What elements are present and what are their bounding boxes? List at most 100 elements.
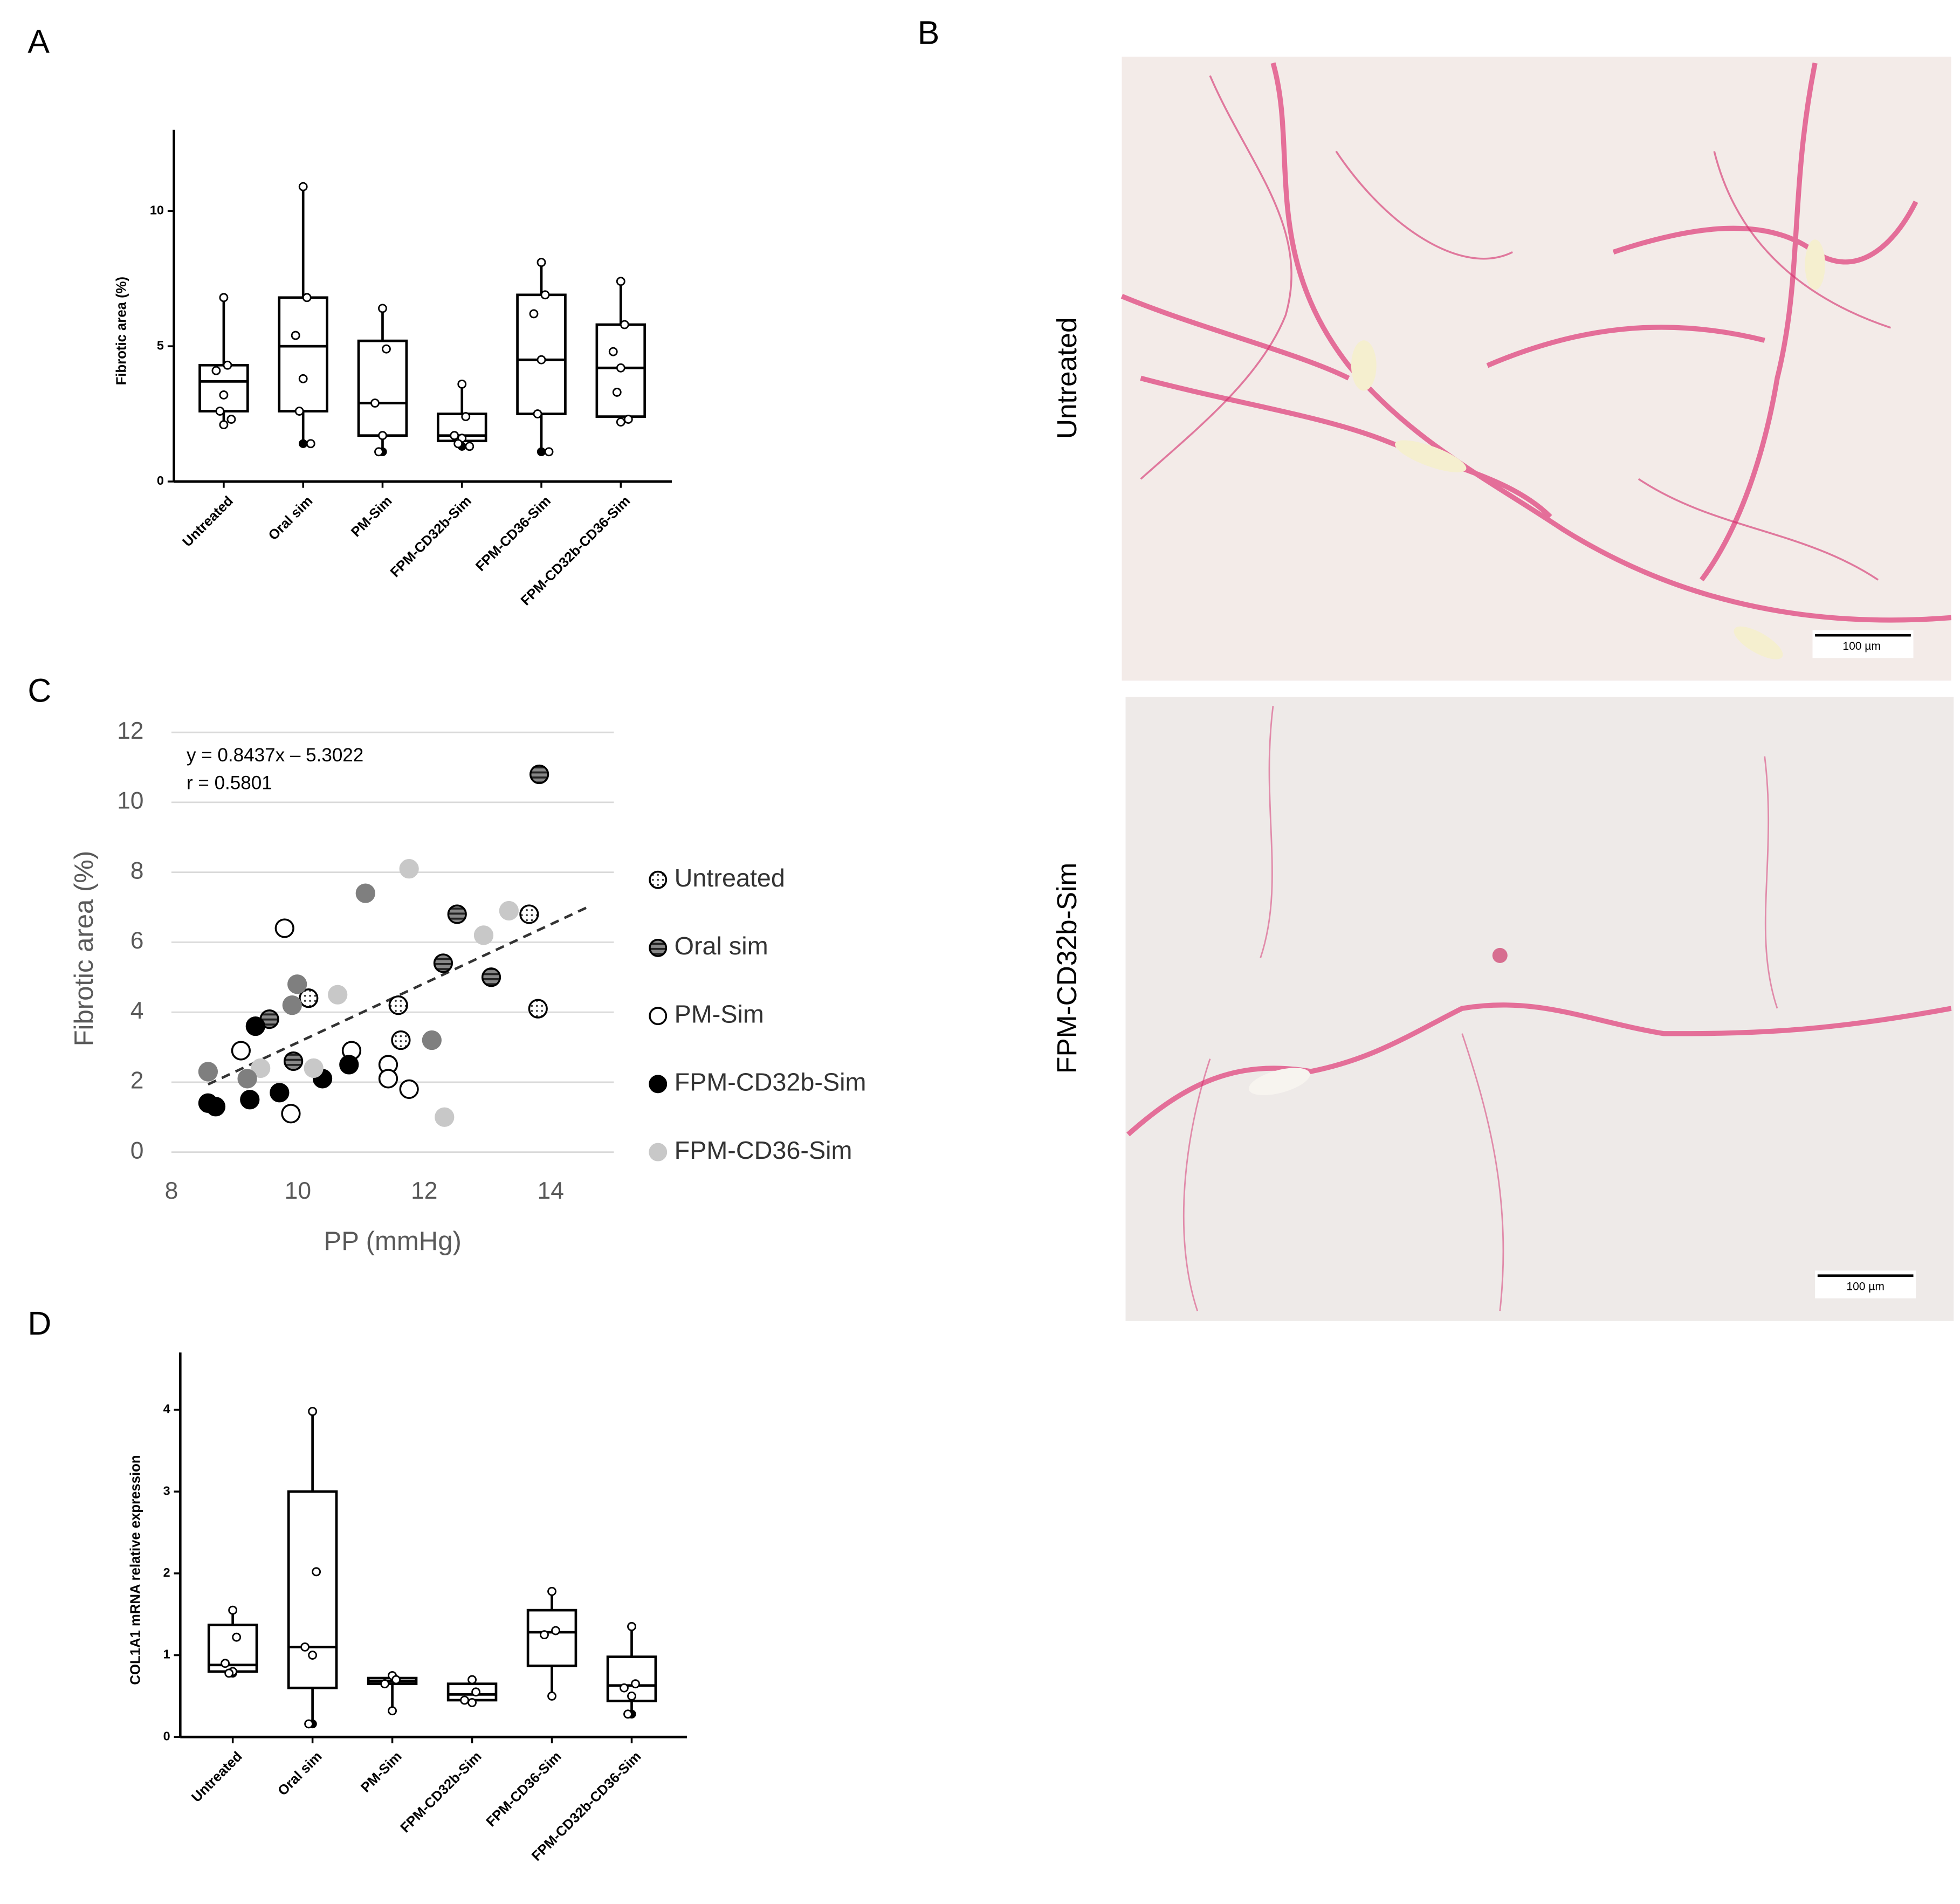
data-point [237,1069,257,1089]
x-tick-label: 8 [165,1178,178,1204]
x-tick-label: 10 [285,1178,311,1204]
x-tick-label: PM-Sim [348,493,395,540]
panel-label: A [27,23,50,60]
data-point [328,985,348,1005]
data-point [308,1407,318,1416]
data-point [219,420,229,430]
data-point [378,431,387,441]
data-point [391,1675,401,1685]
data-point [231,1041,251,1061]
y-tick-label: 12 [117,718,143,744]
x-tick-label: Untreated [189,1749,245,1805]
data-point [528,999,548,1019]
y-tick-label: 2 [130,1068,144,1094]
data-point [612,388,622,397]
x-tick-label: FPM-CD36-Sim [484,1749,565,1830]
data-point [422,1030,442,1050]
data-point [457,379,467,389]
x-tick-label: Oral sim [266,493,316,544]
y-tick-label: 0 [157,473,164,487]
data-point [284,1051,304,1071]
whisker-cap [537,447,546,456]
y-axis-label: Fibrotic area (%) [70,851,99,1047]
data-point [298,182,308,191]
y-tick-label: 8 [130,857,144,884]
data-point [471,1687,480,1697]
data-point [399,1079,419,1099]
data-point [547,1691,556,1701]
whisker-cap [299,439,308,448]
data-point [616,277,625,286]
panel-label: C [27,672,51,709]
box [357,339,408,437]
x-tick-label: Oral sim [275,1749,325,1799]
micrograph-bottom: 100 µm [1125,697,1954,1321]
data-point [228,1605,238,1615]
data-point [627,1691,636,1701]
micrograph-top: 100 µm [1120,57,1951,681]
box [516,293,567,415]
data-point [533,409,542,418]
data-point [294,407,304,416]
data-point [433,953,453,973]
legend-label: FPM-CD36-Sim [675,1136,852,1164]
trendline [207,905,590,1086]
data-point [608,347,618,356]
y-axis-label: Fibrotic area (%) [114,277,129,385]
legend-marker [649,870,668,889]
data-point [378,1069,398,1089]
y-tick-label: 10 [117,788,143,814]
data-point [302,293,312,303]
y-tick-label: 3 [163,1483,170,1497]
box [278,296,328,413]
data-point [374,447,383,457]
y-tick-label: 4 [130,998,144,1024]
data-point [339,1055,359,1075]
x-tick-label: FPM-CD36-Sim [473,493,554,574]
data-point [355,883,375,903]
x-tick-label: FPM-CD32b-Sim [397,1749,484,1836]
data-point [547,1586,556,1596]
data-point [382,344,391,354]
data-point [465,442,474,451]
data-point [544,447,554,457]
data-point [304,1719,314,1729]
x-tick-label: Untreated [180,493,236,550]
data-point [540,290,550,300]
panel-label: D [27,1305,51,1342]
y-tick-label: 1 [163,1647,170,1661]
data-point [388,995,408,1015]
data-point [287,974,307,994]
data-point [450,431,459,441]
data-point [219,390,229,400]
x-tick-label: PM-Sim [358,1749,404,1795]
box [198,363,249,413]
data-point [529,764,549,785]
data-point [221,1659,230,1668]
data-point [308,1651,318,1660]
data-point [467,1675,477,1685]
legend-marker [649,1143,668,1161]
data-point [473,925,494,945]
x-tick-label: FPM-CD32b-Sim [388,493,474,580]
data-point [232,1632,242,1642]
data-point [537,355,546,365]
data-point [623,1709,632,1719]
y-tick-label: 2 [163,1565,170,1579]
data-point [306,439,315,449]
legend-label: FPM-CD32b-Sim [675,1068,866,1096]
legend-marker [649,938,668,957]
x-tick-label: 14 [538,1178,564,1204]
data-point [380,1679,389,1689]
y-tick-label: 0 [163,1729,170,1743]
data-point [467,1698,477,1707]
y-tick-label: 6 [130,927,144,954]
y-tick-label: 5 [157,338,164,352]
data-point [388,1706,397,1716]
x-axis-label: PP (mmHg) [324,1227,461,1256]
data-point [224,1668,234,1678]
panel-labels: A B C D [27,15,939,1342]
data-point [378,304,387,313]
